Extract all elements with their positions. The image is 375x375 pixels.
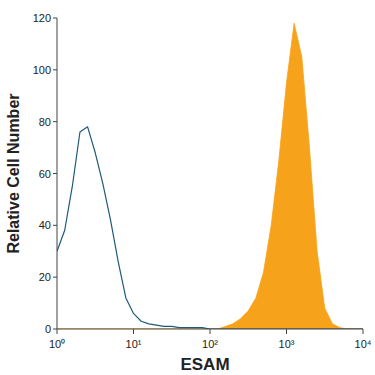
x-tick-label: 10³ xyxy=(279,338,295,350)
plot-area xyxy=(57,23,363,329)
y-tick-label: 40 xyxy=(39,219,51,231)
y-tick xyxy=(53,277,57,278)
y-tick xyxy=(53,121,57,122)
y-tick-label: 0 xyxy=(45,323,51,335)
y-tick-label: 100 xyxy=(33,64,51,76)
y-tick xyxy=(53,18,57,19)
y-axis-label: Relative Cell Number xyxy=(5,93,22,253)
histogram-line xyxy=(57,127,363,329)
y-tick-label: 120 xyxy=(33,12,51,24)
x-tick-label: 10¹ xyxy=(126,338,142,350)
x-axis-label: ESAM xyxy=(180,355,229,374)
x-tick-label: 10² xyxy=(202,338,218,350)
y-tick xyxy=(53,173,57,174)
y-tick xyxy=(53,225,57,226)
x-tick xyxy=(210,329,211,334)
y-tick xyxy=(53,329,57,330)
x-tick xyxy=(286,329,287,334)
y-tick-label: 80 xyxy=(39,116,51,128)
y-tick-label: 20 xyxy=(39,271,51,283)
y-tick-label: 60 xyxy=(39,168,51,180)
chart: 0 20 40 60 80 100 120 10⁰ 10¹ 10² 10³ 10⁴ ESAM Relati… xyxy=(0,0,375,375)
x-tick-label: 10⁰ xyxy=(49,338,65,350)
x-tick xyxy=(133,329,134,334)
x-tick xyxy=(57,329,58,334)
histogram-area xyxy=(57,23,363,329)
x-tick-label: 10⁴ xyxy=(355,338,372,350)
y-tick xyxy=(53,69,57,70)
x-tick xyxy=(363,329,364,334)
